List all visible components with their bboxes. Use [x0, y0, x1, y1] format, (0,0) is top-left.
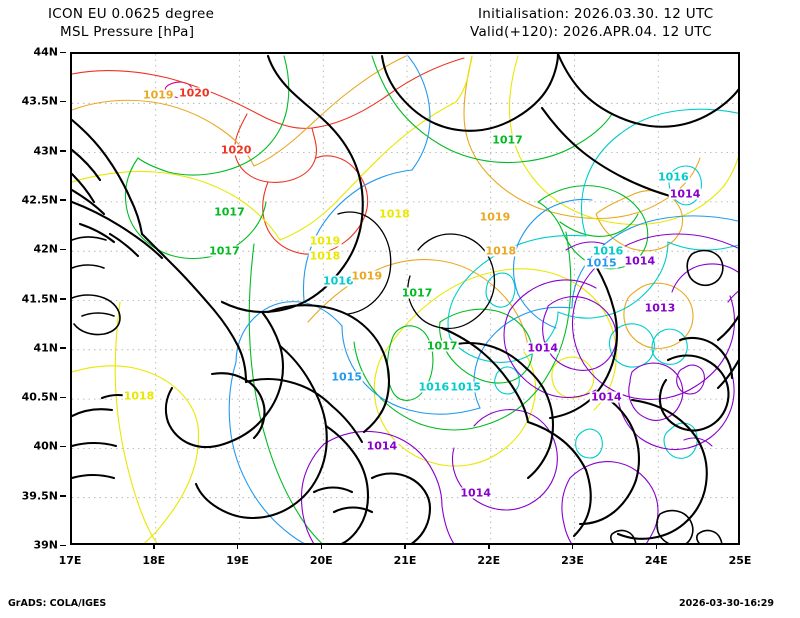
contour-plot-frame: 1019 1020 1020 1017 1017 1017 1018 1019 1018 1019… [70, 52, 740, 545]
x-axis-tick-mark [320, 543, 322, 549]
y-axis-tick-mark [60, 544, 66, 546]
contour-value-label: 1016 [417, 380, 451, 394]
render-timestamp: 2026-03-30-16:29 [679, 598, 774, 609]
latitude-axis: 39N 39.5N 40N 40.5N 41N 41.5N 42N 42.5N 43N 43.5N… [0, 46, 66, 552]
field-title: MSL Pressure [hPa] [60, 24, 195, 40]
contour-value-label: 1017 [491, 133, 524, 147]
contour-value-label: 1014 [459, 486, 492, 500]
contour-value-label: 1016 [657, 170, 690, 184]
contour-value-label: 1015 [449, 380, 482, 394]
contour-value-label: 1019 [350, 269, 384, 283]
y-axis-tick-label: 41.5N [21, 292, 58, 305]
contour-value-label: 1018 [484, 244, 518, 258]
x-axis-tick-label: 18E [142, 554, 166, 567]
y-axis-tick-mark [60, 248, 66, 251]
y-axis-tick-mark [60, 100, 66, 103]
contour-value-label: 1018 [378, 207, 411, 221]
x-axis-tick-mark [571, 543, 574, 549]
contour-value-label: 1017 [400, 286, 434, 300]
y-axis-tick-mark [60, 150, 66, 152]
contour-value-label: 1014 [668, 187, 702, 201]
contour-value-label: 1018 [122, 389, 156, 403]
longitude-axis: 17E 18E 19E 20E 21E 22E 23E 24E 25E [59, 543, 751, 568]
y-axis-tick-label: 42.5N [21, 193, 58, 207]
contour-value-label: 1019 [308, 234, 342, 248]
contour-value-label: 1015 [584, 256, 618, 270]
y-axis-tick-mark [60, 445, 66, 448]
x-axis-tick-mark [236, 543, 239, 549]
contour-value-label: 1019 [478, 210, 512, 224]
contour-value-label: 1017 [208, 244, 241, 258]
x-axis-tick-label: 22E [477, 554, 501, 567]
x-axis-tick-mark [655, 543, 657, 549]
contour-value-label: 1014 [623, 254, 657, 268]
x-axis-tick-label: 19E [226, 554, 249, 567]
y-axis-tick-mark [60, 396, 66, 399]
contour-value-label: 1017 [213, 205, 246, 219]
contour-value-label: 1019 [141, 88, 175, 102]
x-axis-tick-mark [153, 543, 155, 549]
y-axis-tick-mark [60, 199, 66, 201]
y-axis-tick-label: 39N [33, 538, 58, 552]
contour-value-label: 1020 [177, 86, 211, 100]
valid-time-label: Valid(+120): 2026.APR.04. 12 UTC [470, 24, 712, 40]
x-axis-tick-label: 20E [309, 554, 333, 567]
y-axis-tick-label: 40N [33, 439, 58, 453]
y-axis-tick-label: 43N [33, 144, 58, 158]
initialisation-label: Initialisation: 2026.03.30. 12 UTC [478, 6, 714, 22]
x-axis-tick-mark [488, 543, 490, 549]
x-axis-tick-label: 24E [644, 554, 668, 567]
contour-value-label: 1020 [219, 143, 253, 157]
contour-value-label: 1018 [308, 249, 342, 263]
contour-value-label: 1016 [591, 244, 625, 258]
x-axis-tick-label: 23E [561, 554, 584, 567]
contour-value-label: 1017 [425, 339, 459, 353]
y-axis-tick-label: 44N [33, 45, 58, 59]
contour-value-label: 1014 [590, 390, 623, 404]
contour-value-label: 1013 [643, 301, 677, 315]
contour-value-label: 1014 [526, 341, 559, 355]
y-axis-tick-mark [60, 298, 66, 300]
x-axis-tick-label: 17E [58, 554, 82, 567]
contour-plot-area: 1019 1020 1020 1017 1017 1017 1018 1019 1018 1019… [72, 54, 738, 543]
y-axis-tick-mark [60, 347, 66, 349]
contour-value-label: 1016 [322, 274, 355, 288]
y-axis-tick-label: 39.5N [21, 489, 58, 503]
y-axis-tick-label: 40.5N [21, 390, 58, 404]
y-axis-tick-mark [60, 51, 66, 53]
y-axis-tick-label: 43.5N [21, 94, 58, 108]
y-axis-tick-label: 42N [33, 242, 58, 256]
contour-value-label: 1014 [365, 439, 399, 453]
x-axis-tick-label: 25E [728, 554, 752, 567]
pressure-contours [72, 54, 738, 543]
y-axis-tick-mark [60, 495, 66, 497]
x-axis-tick-label: 21E [393, 554, 417, 567]
contour-value-label: 1015 [330, 370, 363, 384]
model-title: ICON EU 0.0625 degree [48, 6, 215, 22]
credit-label: GrADS: COLA/IGES [8, 598, 107, 609]
y-axis-tick-label: 41N [33, 341, 58, 355]
x-axis-tick-mark [404, 543, 406, 549]
